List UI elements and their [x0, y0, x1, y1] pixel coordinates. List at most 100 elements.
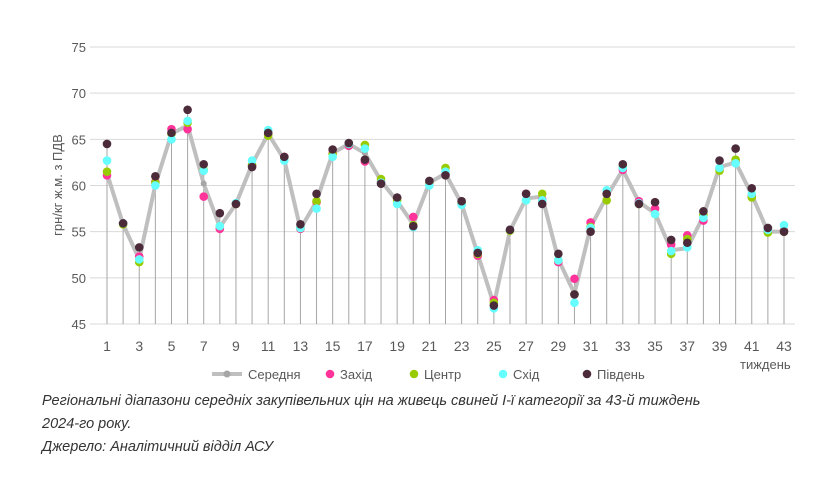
point-series-4: [134, 243, 144, 252]
x-tick-label: 37: [679, 338, 695, 354]
point-series-4: [699, 207, 708, 216]
point-series-3: [715, 163, 724, 173]
x-tick-label: 25: [486, 338, 502, 354]
x-tick-label: 35: [647, 338, 663, 354]
legend-label: Схід: [513, 367, 540, 382]
x-tick-label: 43: [776, 338, 792, 354]
point-series-4: [537, 199, 547, 209]
caption-source: Джерело: Аналітичний відділ АСУ: [42, 439, 273, 455]
point-series-4: [763, 223, 773, 233]
y-tick-label: 45: [72, 317, 86, 332]
point-series-4: [199, 159, 209, 169]
x-tick-label: 29: [551, 338, 567, 354]
x-tick-label: 15: [325, 338, 341, 354]
point-series-3: [666, 246, 676, 256]
y-tick-label: 55: [72, 225, 86, 240]
x-tick-label: 19: [389, 338, 405, 354]
point-series-4: [296, 219, 305, 229]
x-tick-label: 9: [232, 338, 240, 354]
point-series-1: [199, 192, 209, 201]
x-tick-label: 1: [103, 338, 111, 354]
point-series-3: [199, 166, 209, 176]
point-series-3: [570, 298, 579, 308]
point-series-4: [715, 156, 724, 165]
point-series-3: [134, 255, 144, 264]
legend-marker-icon: [325, 369, 335, 379]
x-tick-label: 3: [135, 338, 143, 354]
point-series-4: [280, 152, 289, 162]
y-tick-label: 70: [72, 86, 86, 101]
point-series-3: [392, 199, 402, 209]
point-series-4: [231, 199, 241, 209]
point-series-4: [183, 105, 192, 115]
point-series-2: [102, 167, 112, 176]
point-series-4: [328, 145, 337, 154]
point-series-4: [618, 159, 628, 169]
y-tick-label: 65: [72, 132, 86, 147]
x-tick-label: 41: [744, 338, 760, 354]
point-series-4: [102, 139, 112, 149]
legend-marker-icon: [409, 369, 419, 379]
legend-label: Південь: [597, 367, 645, 382]
point-series-3: [247, 156, 257, 165]
point-series-4: [360, 155, 370, 164]
point-series-3: [521, 195, 531, 205]
point-series-4: [344, 138, 354, 148]
point-series-4: [247, 162, 257, 172]
point-series-4: [602, 189, 611, 199]
point-series-4: [215, 208, 225, 218]
point-series-4: [473, 248, 483, 258]
point-series-2: [312, 196, 321, 206]
point-series-3: [360, 144, 370, 153]
y-axis-label: грн/кг ж.м. з ПДВ: [50, 134, 65, 236]
point-series-2: [537, 189, 547, 199]
y-tick-label: 60: [72, 179, 86, 194]
legend-marker-icon: [582, 369, 592, 379]
point-series-2: [602, 195, 611, 205]
point-series-1: [408, 212, 418, 222]
x-tick-label: 39: [712, 338, 728, 354]
point-series-1: [183, 124, 192, 134]
point-series-3: [699, 213, 708, 223]
x-tick-label: 27: [518, 338, 534, 354]
point-series-4: [586, 227, 595, 236]
x-tick-label: 11: [261, 338, 276, 354]
point-series-4: [489, 301, 499, 310]
point-series-4: [554, 249, 563, 259]
point-series-4: [441, 171, 450, 180]
point-series-4: [650, 197, 660, 207]
x-tick-label: 21: [422, 338, 438, 354]
y-tick-label: 50: [72, 271, 86, 286]
x-tick-label: 7: [200, 338, 208, 354]
point-series-4: [521, 189, 531, 199]
point-series-4: [408, 221, 418, 231]
point-series-4: [731, 144, 740, 153]
point-average: [200, 180, 207, 187]
point-series-4: [376, 179, 386, 188]
x-axis-label: тиждень: [740, 357, 791, 372]
x-tick-label: 17: [357, 338, 373, 354]
point-series-3: [167, 135, 176, 144]
point-series-3: [151, 181, 160, 190]
point-series-3: [328, 152, 337, 162]
point-series-4: [747, 183, 757, 193]
point-series-3: [312, 204, 321, 213]
point-series-3: [731, 159, 740, 168]
y-tick-label: 75: [72, 40, 86, 55]
point-series-4: [682, 238, 692, 248]
legend-label: Середня: [248, 367, 301, 382]
point-series-3: [554, 255, 563, 265]
legend-marker-icon: [498, 369, 508, 379]
point-series-4: [118, 219, 128, 228]
point-series-1: [570, 274, 579, 284]
legend-marker-icon: [223, 370, 231, 378]
caption-line-1: Регіональні діапазони середніх закупівел…: [42, 393, 701, 409]
point-series-3: [102, 156, 112, 165]
point-series-3: [779, 220, 789, 230]
point-series-4: [505, 225, 515, 235]
point-series-4: [312, 189, 321, 199]
point-series-4: [570, 290, 579, 299]
x-tick-label: 5: [168, 338, 176, 354]
